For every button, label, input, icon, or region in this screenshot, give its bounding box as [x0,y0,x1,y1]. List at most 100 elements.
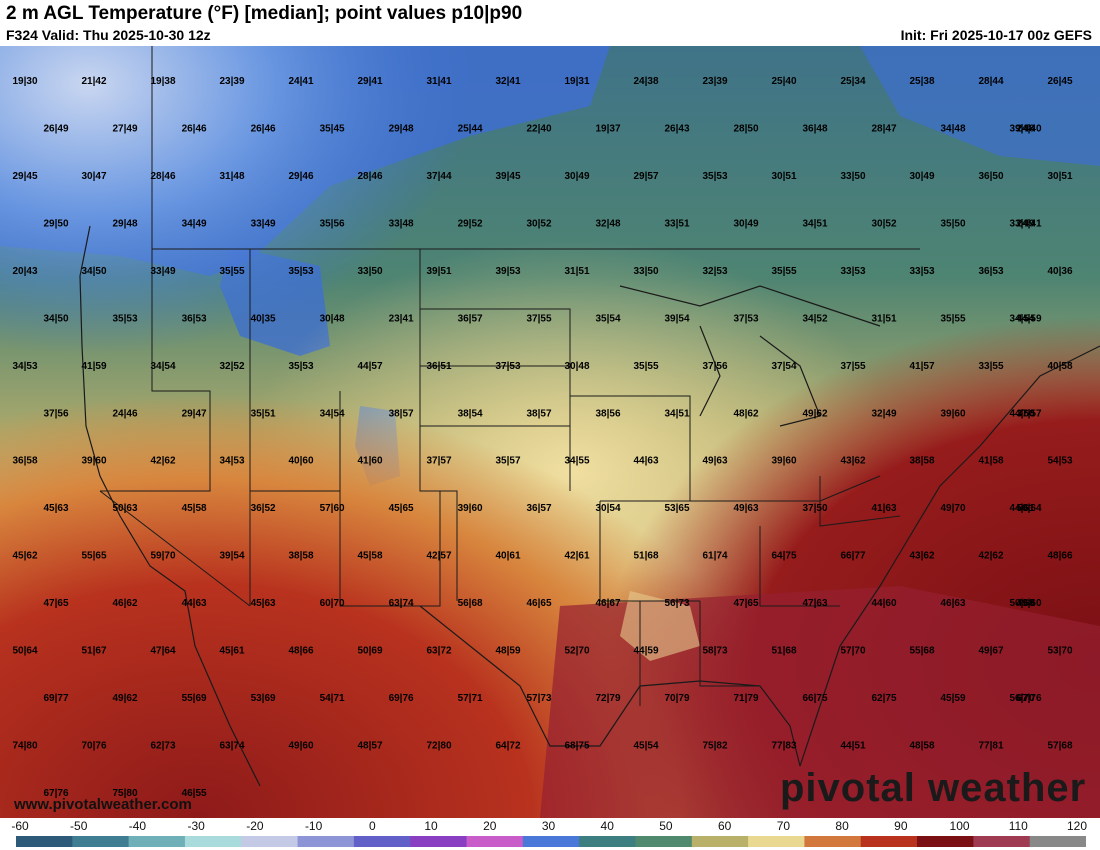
point-value-label: 49|62 [112,693,137,704]
point-value-label: 32|41 [495,76,520,87]
point-value-label: 39|45 [495,171,520,182]
point-value-label: 30|49 [564,171,589,182]
point-value-label: 67|76 [43,788,68,799]
point-value-label: 33|49 [251,218,276,229]
colorbar-tick: 10 [424,819,438,833]
point-value-label: 55|69 [182,693,207,704]
colorbar-swatch [241,836,299,847]
point-value-label: 24|38 [633,76,658,87]
point-value-label: 35|57 [495,456,520,467]
point-value-label: 29|41 [357,76,382,87]
colorbar-tick: 110 [1008,819,1028,833]
point-value-label: 39|60 [458,503,483,514]
point-value-label: 19|31 [564,76,589,87]
point-value-label: 32|49 [871,408,896,419]
point-value-label: 53|70 [1047,646,1072,657]
point-value-label: 74|80 [12,741,37,752]
point-value-label: 23|39 [702,76,727,87]
point-value-label: 72|79 [595,693,620,704]
point-value-label: 30|51 [771,171,796,182]
colorbar-tick: -10 [304,819,323,833]
colorbar-tick: -40 [128,819,147,833]
point-value-label: 43|62 [840,456,865,467]
point-value-label: 25|34 [840,76,865,87]
point-value-label: 33|48 [389,218,414,229]
temperature-map: 19|30 21|42 19|38 23|39 24|41 29|41 31|41 32|41… [0,46,1100,818]
point-value-label: 30|48 [564,361,589,372]
point-value-label: 42|62 [978,551,1003,562]
point-value-label: 47|65 [43,598,68,609]
point-value-label: 24|40 [1016,124,1041,135]
point-value-label: 35|45 [320,124,345,135]
point-value-label: 34|49 [182,218,207,229]
point-value-label: 25|38 [909,76,934,87]
colorbar-swatch [1029,836,1086,847]
point-value-label: 40|35 [251,313,276,324]
point-value-label: 19|37 [595,124,620,135]
point-value-label: 55|68 [909,646,934,657]
point-value-label: 45|61 [219,646,244,657]
point-value-label: 33|53 [909,266,934,277]
point-value-label: 35|55 [940,313,965,324]
point-value-label: 48|57 [357,741,382,752]
point-value-label: 26|46 [251,124,276,135]
point-value-label: 45|59 [940,693,965,704]
point-value-label: 45|54 [633,741,658,752]
point-value-label: 58|73 [702,646,727,657]
point-value-label: 26|49 [43,124,68,135]
point-values: 19|30 21|42 19|38 23|39 24|41 29|41 31|41 32|41… [12,76,1072,799]
point-value-label: 57|60 [320,503,345,514]
point-value-label: 34|54 [1009,313,1034,324]
point-value-label: 66|75 [802,693,827,704]
point-value-label: 34|54 [150,361,175,372]
point-value-label: 39|51 [426,266,451,277]
point-value-label: 60|70 [320,598,345,609]
point-value-label: 49|67 [978,646,1003,657]
point-value-label: 41|63 [871,503,896,514]
point-value-label: 37|50 [802,503,827,514]
point-value-label: 34|53 [12,361,37,372]
colorbar-swatch [16,836,73,847]
colorbar-tick: -20 [246,819,264,833]
point-value-label: 27|49 [112,124,137,135]
point-value-label: 45|58 [182,503,207,514]
point-value-label: 24|41 [288,76,313,87]
point-value-label: 51|68 [633,551,658,562]
point-value-label: 23|41 [389,313,414,324]
point-value-label: 53|65 [664,503,689,514]
point-value-label: 49|60 [288,741,313,752]
point-value-label: 75|82 [702,741,727,752]
point-value-label: 19|38 [150,76,175,87]
point-value-label: 37|56 [43,408,68,419]
point-value-label: 45|63 [251,598,276,609]
point-value-label: 29|48 [112,218,137,229]
point-value-label: 47|65 [733,598,758,609]
colorbar-swatch [410,836,468,847]
point-value-label: 31|41 [426,76,451,87]
point-value-label: 33|49 [150,266,175,277]
point-value-label: 40|36 [1047,266,1072,277]
point-value-label: 25|40 [771,76,796,87]
point-value-label: 26|45 [1047,76,1072,87]
point-value-label: 72|80 [426,741,451,752]
point-value-label: 54|71 [320,693,345,704]
point-value-label: 69|76 [389,693,414,704]
colorbar-tick: 30 [541,819,556,833]
point-value-label: 46|62 [112,598,137,609]
point-value-label: 37|44 [426,171,451,182]
point-value-label: 26|46 [182,124,207,135]
point-value-label: 77|83 [771,741,796,752]
point-value-label: 44|51 [840,741,865,752]
point-value-label: 42|62 [150,456,175,467]
point-value-label: 71|79 [733,693,758,704]
colorbar-tick: 120 [1066,819,1088,833]
point-value-label: 39|60 [81,456,106,467]
point-value-label: 34|50 [43,313,68,324]
point-value-label: 44|59 [633,646,658,657]
point-value-label: 34|54 [320,408,345,419]
point-value-label: 62|75 [871,693,896,704]
point-value-label: 29|45 [12,171,37,182]
point-value-label: 63|74 [219,741,244,752]
point-value-label: 48|59 [495,646,520,657]
point-value-label: 75|80 [112,788,137,799]
